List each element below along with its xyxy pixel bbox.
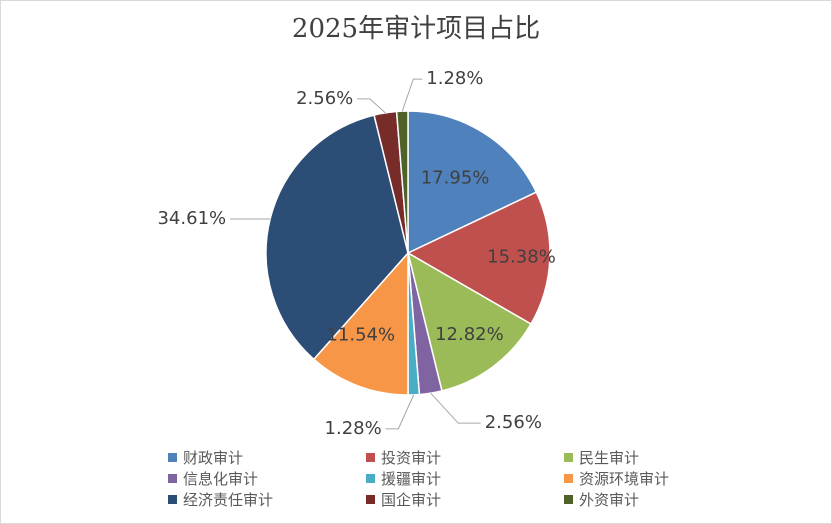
pie-slice-7 <box>265 114 409 361</box>
legend-swatch <box>366 494 375 504</box>
legend-swatch <box>564 494 573 504</box>
pie-slice-1 <box>407 110 538 255</box>
legend-item-4: 信息化审计 <box>168 468 366 488</box>
legend-item-3: 民生审计 <box>564 447 728 467</box>
leader-line-8 <box>357 98 386 114</box>
legend-item-7: 经济责任审计 <box>168 489 366 509</box>
data-label-3: 12.82% <box>435 324 504 345</box>
pie-slice-6 <box>312 251 409 396</box>
data-label-2: 15.38% <box>487 247 556 268</box>
legend-label: 财政审计 <box>183 448 244 467</box>
legend-swatch <box>366 473 375 483</box>
legend-label: 经济责任审计 <box>183 490 274 509</box>
legend-swatch <box>564 473 573 483</box>
legend-item-8: 国企审计 <box>366 489 564 509</box>
data-label-9: 1.28% <box>426 68 483 89</box>
data-label-7: 34.61% <box>157 208 226 229</box>
legend-label: 援疆审计 <box>381 469 442 488</box>
pie-slice-3 <box>406 251 532 392</box>
legend-label: 信息化审计 <box>183 469 259 488</box>
leader-line-5 <box>385 394 415 430</box>
data-label-4: 2.56% <box>485 412 542 433</box>
legend-label: 外资审计 <box>579 490 640 509</box>
legend-label: 资源环境审计 <box>579 469 670 488</box>
chart-legend: 财政审计 投资审计 民生审计信息化审计 援疆审计 资源环境审计经济责任审计 国企审计 外资审… <box>168 447 728 509</box>
chart-title: 2025年审计项目占比 <box>291 14 541 44</box>
legend-swatch <box>168 473 177 483</box>
legend-swatch <box>564 452 573 462</box>
legend-label: 民生审计 <box>579 448 640 467</box>
legend-swatch <box>168 494 177 504</box>
data-label-1: 17.95% <box>421 168 490 189</box>
data-label-5: 1.28% <box>325 418 382 439</box>
legend-item-5: 援疆审计 <box>366 468 564 488</box>
leader-line-9 <box>401 78 423 112</box>
leader-line-4 <box>430 392 481 424</box>
data-label-6: 11.54% <box>326 324 395 345</box>
legend-item-2: 投资审计 <box>366 447 564 467</box>
legend-swatch <box>168 452 177 462</box>
pie-slice-2 <box>406 191 551 326</box>
legend-item-9: 外资审计 <box>564 489 728 509</box>
legend-label: 国企审计 <box>381 490 442 509</box>
legend-item-1: 财政审计 <box>168 447 366 467</box>
legend-swatch <box>366 452 375 462</box>
data-label-8: 2.56% <box>296 88 353 109</box>
legend-item-6: 资源环境审计 <box>564 468 728 488</box>
legend-label: 投资审计 <box>381 448 442 467</box>
